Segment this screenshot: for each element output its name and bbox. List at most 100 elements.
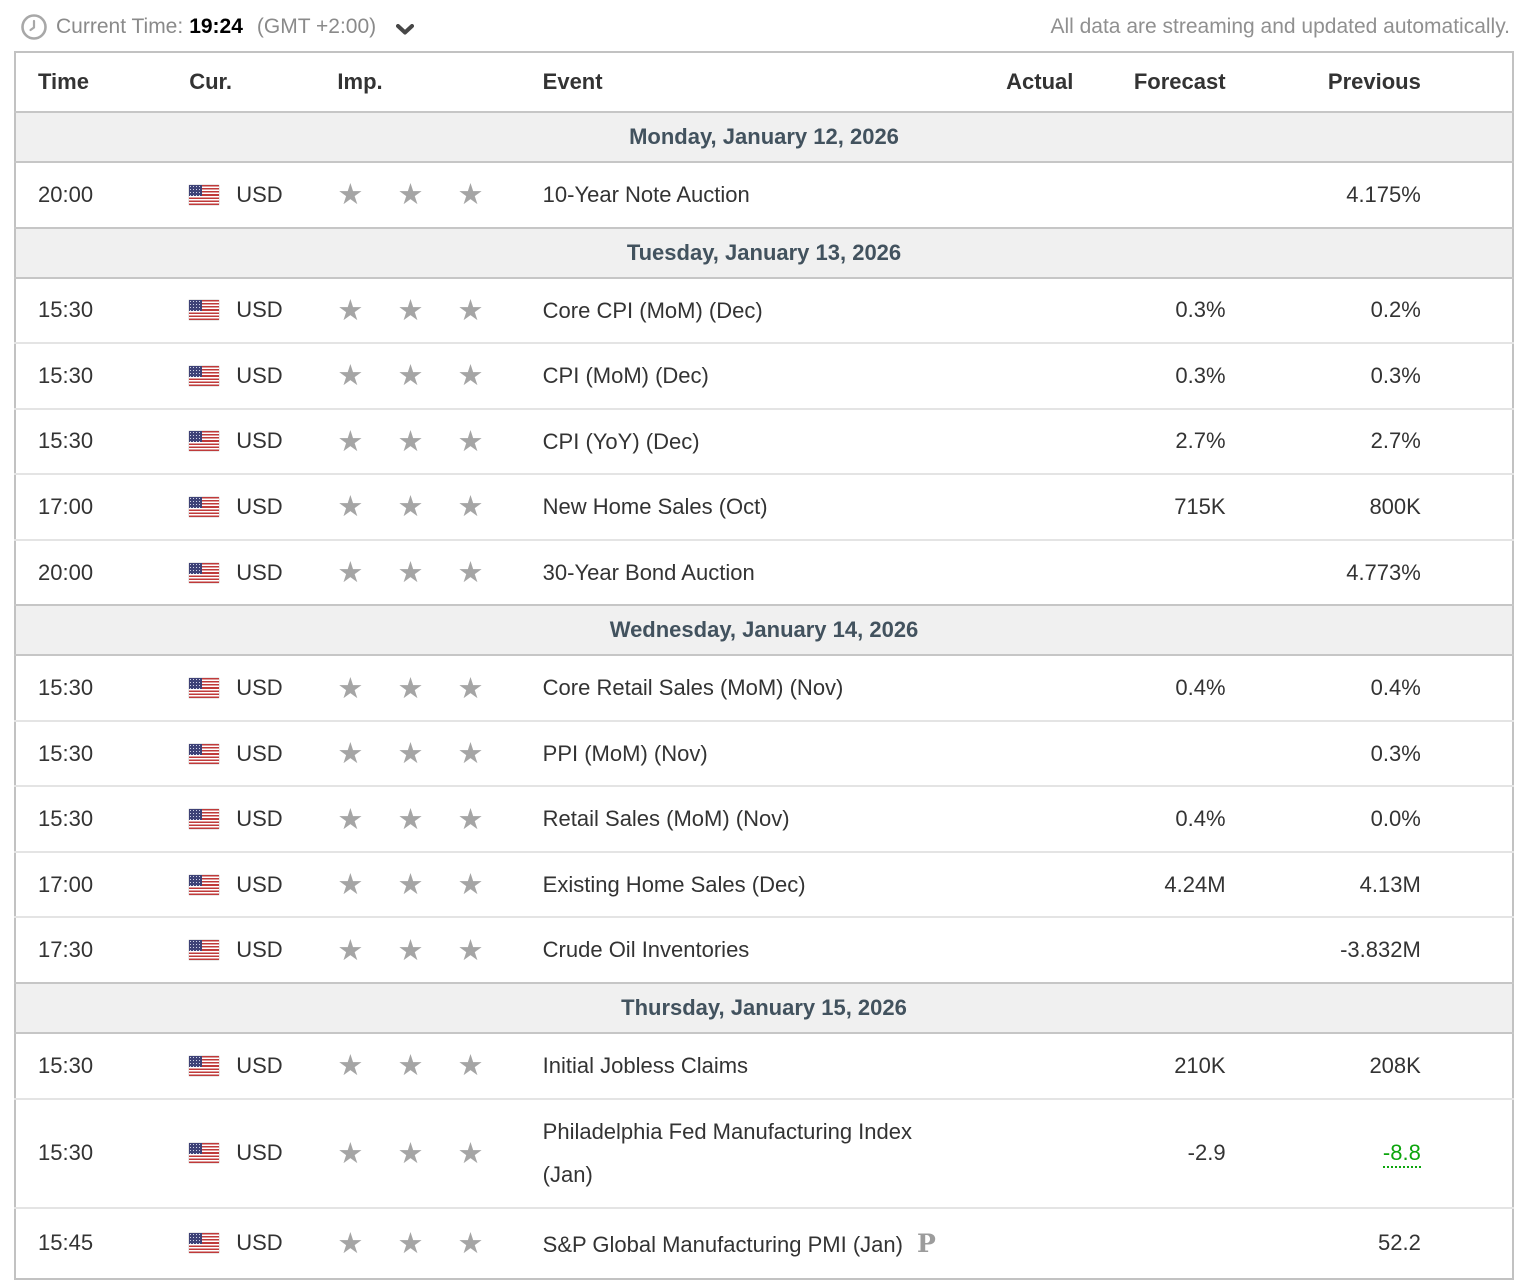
event-name[interactable]: Philadelphia Fed Manufacturing Index (Ja… bbox=[542, 1118, 913, 1188]
event-name[interactable]: CPI (YoY) (Dec) bbox=[542, 428, 700, 454]
event-row[interactable]: 15:30 USD ★ ★ ★ PPI (MoM) (Nov) 0.3% bbox=[15, 720, 1513, 787]
event-name[interactable]: Existing Home Sales (Dec) bbox=[542, 871, 806, 897]
event-row[interactable]: 15:30 USD ★ ★ ★ Philadelphia Fed Manufactur… bbox=[15, 1098, 1513, 1208]
event-currency-cell: USD bbox=[165, 655, 335, 721]
importance-stars-icon: ★ ★ ★ bbox=[337, 1050, 497, 1083]
currency-label: USD bbox=[236, 493, 283, 519]
timezone-label[interactable]: (GMT +2:00) bbox=[256, 15, 377, 38]
event-previous: 0.3% bbox=[1229, 721, 1425, 787]
day-header-label: Thursday, January 15, 2026 bbox=[621, 995, 907, 1021]
event-name[interactable]: Retail Sales (MoM) (Nov) bbox=[542, 806, 790, 832]
event-previous: 800K bbox=[1229, 474, 1425, 540]
event-name[interactable]: Core Retail Sales (MoM) (Nov) bbox=[542, 675, 844, 701]
event-row[interactable]: 15:30 USD ★ ★ ★ CPI (MoM) (Dec) 0.3% 0.3% bbox=[15, 343, 1513, 409]
table-header: Time Cur. Imp. Event Actual Forecast Pre… bbox=[15, 52, 1513, 112]
event-time: 20:00 bbox=[38, 181, 94, 207]
col-header-previous: Previous bbox=[1228, 52, 1425, 112]
us-flag-icon bbox=[189, 678, 220, 699]
event-previous: 4.773% bbox=[1229, 540, 1425, 606]
event-row[interactable]: 15:30 USD ★ ★ ★ Core CPI (MoM) (Dec) 0.3% 0.2… bbox=[15, 277, 1513, 344]
current-time-label: Current Time: bbox=[56, 15, 184, 38]
day-header-label: Wednesday, January 14, 2026 bbox=[609, 617, 919, 643]
event-row[interactable]: 17:00 USD ★ ★ ★ New Home Sales (Oct) 715K 800… bbox=[15, 474, 1513, 540]
event-forecast: 0.4% bbox=[1175, 806, 1226, 832]
event-name[interactable]: CPI (MoM) (Dec) bbox=[542, 363, 709, 389]
event-actual bbox=[951, 655, 1076, 721]
event-name[interactable]: 10-Year Note Auction bbox=[542, 182, 750, 207]
event-name[interactable]: Core CPI (MoM) (Dec) bbox=[542, 297, 763, 323]
importance-stars-icon: ★ ★ ★ bbox=[337, 1227, 497, 1260]
col-header-forecast: Forecast bbox=[1076, 52, 1229, 112]
chevron-down-icon[interactable] bbox=[396, 23, 415, 35]
event-actual bbox=[951, 852, 1076, 918]
event-previous: -3.832M bbox=[1229, 917, 1425, 983]
row-spacer bbox=[1425, 786, 1513, 852]
event-time: 17:00 bbox=[38, 871, 94, 897]
event-name-cell: S&P Global Manufacturing PMI (Jan) P bbox=[526, 1208, 952, 1280]
event-row[interactable]: 20:00 USD ★ ★ ★ 30-Year Bond Auction 4.773% bbox=[15, 539, 1513, 606]
event-actual bbox=[951, 917, 1076, 983]
event-importance-cell: ★ ★ ★ bbox=[335, 409, 525, 475]
event-name-cell: 30-Year Bond Auction bbox=[526, 540, 952, 606]
event-forecast: 0.3% bbox=[1175, 362, 1226, 388]
event-actual bbox=[951, 1033, 1076, 1099]
event-currency-cell: USD bbox=[165, 474, 335, 540]
event-previous-value: 0.3% bbox=[1370, 362, 1421, 388]
event-actual bbox=[951, 721, 1076, 787]
event-name-cell: Core Retail Sales (MoM) (Nov) bbox=[526, 655, 952, 721]
row-spacer bbox=[1425, 343, 1513, 409]
event-row[interactable]: 15:45 USD ★ ★ ★ S&P Global Manufacturing PM… bbox=[15, 1207, 1513, 1280]
event-name[interactable]: S&P Global Manufacturing PMI (Jan) bbox=[542, 1231, 903, 1257]
currency-label: USD bbox=[236, 1140, 283, 1166]
event-name[interactable]: 30-Year Bond Auction bbox=[542, 559, 755, 585]
event-previous-value[interactable]: -8.8 bbox=[1382, 1140, 1421, 1169]
event-previous-value: 0.0% bbox=[1370, 806, 1421, 832]
event-row[interactable]: 15:30 USD ★ ★ ★ Core Retail Sales (MoM) (No… bbox=[15, 655, 1513, 721]
event-name-cell: New Home Sales (Oct) bbox=[526, 474, 952, 540]
event-previous-value: 4.175% bbox=[1346, 181, 1421, 207]
currency-label: USD bbox=[236, 1052, 283, 1078]
event-previous: 4.175% bbox=[1229, 162, 1425, 228]
streaming-note: All data are streaming and updated autom… bbox=[1050, 15, 1510, 38]
row-spacer bbox=[1425, 852, 1513, 918]
event-time: 15:30 bbox=[38, 740, 94, 766]
event-name[interactable]: Crude Oil Inventories bbox=[542, 937, 750, 963]
preliminary-icon: P bbox=[916, 1228, 936, 1258]
event-name[interactable]: New Home Sales (Oct) bbox=[542, 494, 768, 520]
event-row[interactable]: 15:30 USD ★ ★ ★ Initial Jobless Claims 210K 2… bbox=[15, 1033, 1513, 1099]
event-forecast bbox=[1076, 540, 1228, 606]
us-flag-icon bbox=[189, 431, 220, 452]
event-name[interactable]: Initial Jobless Claims bbox=[542, 1053, 749, 1079]
event-name[interactable]: PPI (MoM) (Nov) bbox=[542, 740, 708, 766]
event-name-cell: Core CPI (MoM) (Dec) bbox=[526, 278, 952, 344]
event-importance-cell: ★ ★ ★ bbox=[335, 1208, 525, 1280]
event-previous-value: 2.7% bbox=[1370, 428, 1421, 454]
event-importance-cell: ★ ★ ★ bbox=[335, 917, 525, 983]
event-row[interactable]: 17:00 USD ★ ★ ★ Existing Home Sales (Dec) 4.… bbox=[15, 851, 1513, 918]
day-header-row: Wednesday, January 14, 2026 bbox=[15, 605, 1513, 656]
event-previous-value: 4.773% bbox=[1346, 559, 1421, 585]
row-spacer bbox=[1425, 162, 1513, 228]
event-row[interactable]: 17:30 USD ★ ★ ★ Crude Oil Inventories -3.832… bbox=[15, 917, 1513, 984]
event-currency-cell: USD bbox=[165, 162, 335, 228]
event-currency-cell: USD bbox=[165, 1208, 335, 1280]
calendar-body: Monday, January 12, 2026 20:00 USD ★ ★ ★ 10-… bbox=[15, 112, 1513, 1280]
event-currency-cell: USD bbox=[165, 917, 335, 983]
currency-label: USD bbox=[236, 740, 283, 766]
event-row[interactable]: 20:00 USD ★ ★ ★ 10-Year Note Auction 4.175% bbox=[15, 162, 1513, 228]
event-forecast bbox=[1076, 721, 1228, 787]
importance-stars-icon: ★ ★ ★ bbox=[337, 672, 497, 705]
event-previous-value: 800K bbox=[1369, 493, 1421, 519]
currency-label: USD bbox=[236, 362, 283, 388]
table-header-row: Time Cur. Imp. Event Actual Forecast Pre… bbox=[15, 52, 1513, 112]
currency-label: USD bbox=[236, 181, 283, 207]
event-actual bbox=[951, 1099, 1076, 1208]
event-name-cell: Crude Oil Inventories bbox=[526, 917, 952, 983]
event-name-cell: CPI (YoY) (Dec) bbox=[526, 409, 952, 475]
event-actual bbox=[951, 786, 1076, 852]
event-row[interactable]: 15:30 USD ★ ★ ★ CPI (YoY) (Dec) 2.7% 2.7% bbox=[15, 408, 1513, 475]
event-row[interactable]: 15:30 USD ★ ★ ★ Retail Sales (MoM) (Nov) 0.4… bbox=[15, 786, 1513, 852]
event-previous-value: 208K bbox=[1369, 1052, 1421, 1078]
event-previous-value: 4.13M bbox=[1359, 871, 1421, 897]
importance-stars-icon: ★ ★ ★ bbox=[337, 557, 497, 589]
